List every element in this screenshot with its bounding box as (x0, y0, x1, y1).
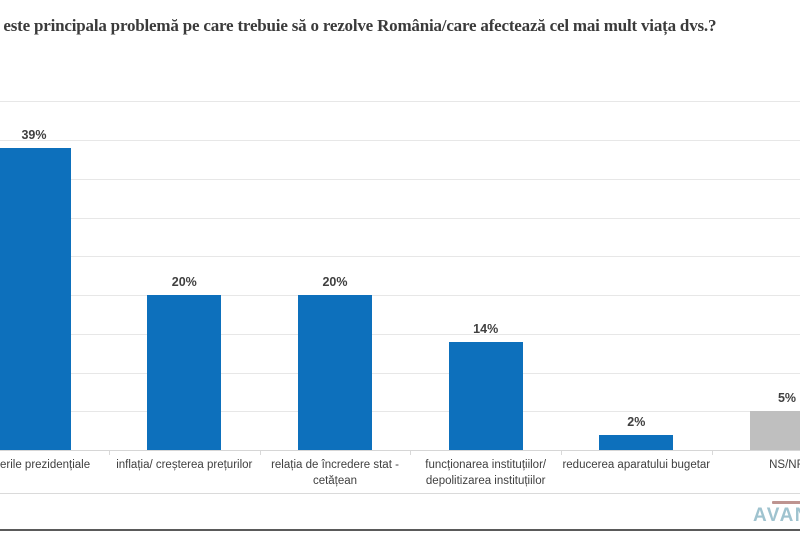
chart-title: e este principala problemă pe care trebu… (0, 16, 717, 35)
category-label-4: funcționarea instituțiilor/ depolitizare… (425, 459, 547, 487)
gridline-35pct (0, 178, 800, 180)
category-label-1: erile prezidențiale (0, 459, 91, 471)
bar-1 (0, 147, 71, 450)
x-axis-tick (109, 451, 111, 455)
slide-bottom-border (0, 529, 800, 531)
gridline-30pct (0, 217, 800, 219)
gridline-20pct (0, 295, 800, 296)
bar-3 (298, 295, 372, 450)
category-label-6: NS/NR (769, 459, 800, 471)
bar-2 (147, 295, 222, 450)
bar-value-label-3: 20% (322, 275, 348, 289)
logo-fine-print (772, 501, 800, 504)
bar-value-label-5: 2% (627, 414, 646, 429)
bar-value-label-2: 20% (171, 275, 197, 289)
bar-5 (599, 434, 674, 450)
bar-value-label-6: 5% (777, 391, 797, 406)
bar-value-label-4: 14% (473, 321, 499, 336)
gridline-10pct (0, 372, 800, 374)
gridline-25pct (0, 256, 800, 258)
gridline-45pct (0, 101, 800, 103)
category-label-3: relația de încredere stat - cetățean (271, 459, 399, 487)
avangarde-logo: AVAN (753, 505, 800, 526)
gridline-40pct (0, 140, 800, 141)
gridline-5pct (0, 411, 800, 413)
x-axis-tick (410, 451, 412, 455)
bar-6 (750, 411, 800, 450)
x-axis-tick (711, 451, 713, 455)
category-label-2: inflația/ creșterea prețurilor (116, 459, 253, 471)
gridline-15pct (0, 333, 800, 335)
bar-value-label-1: 39% (21, 127, 47, 142)
x-axis-line (0, 450, 800, 451)
x-axis-tick (561, 451, 562, 455)
footer-divider-line (0, 493, 800, 494)
x-axis-tick (259, 451, 261, 455)
bar-4 (448, 341, 523, 450)
category-label-5: reducerea aparatului bugetar (562, 459, 711, 471)
